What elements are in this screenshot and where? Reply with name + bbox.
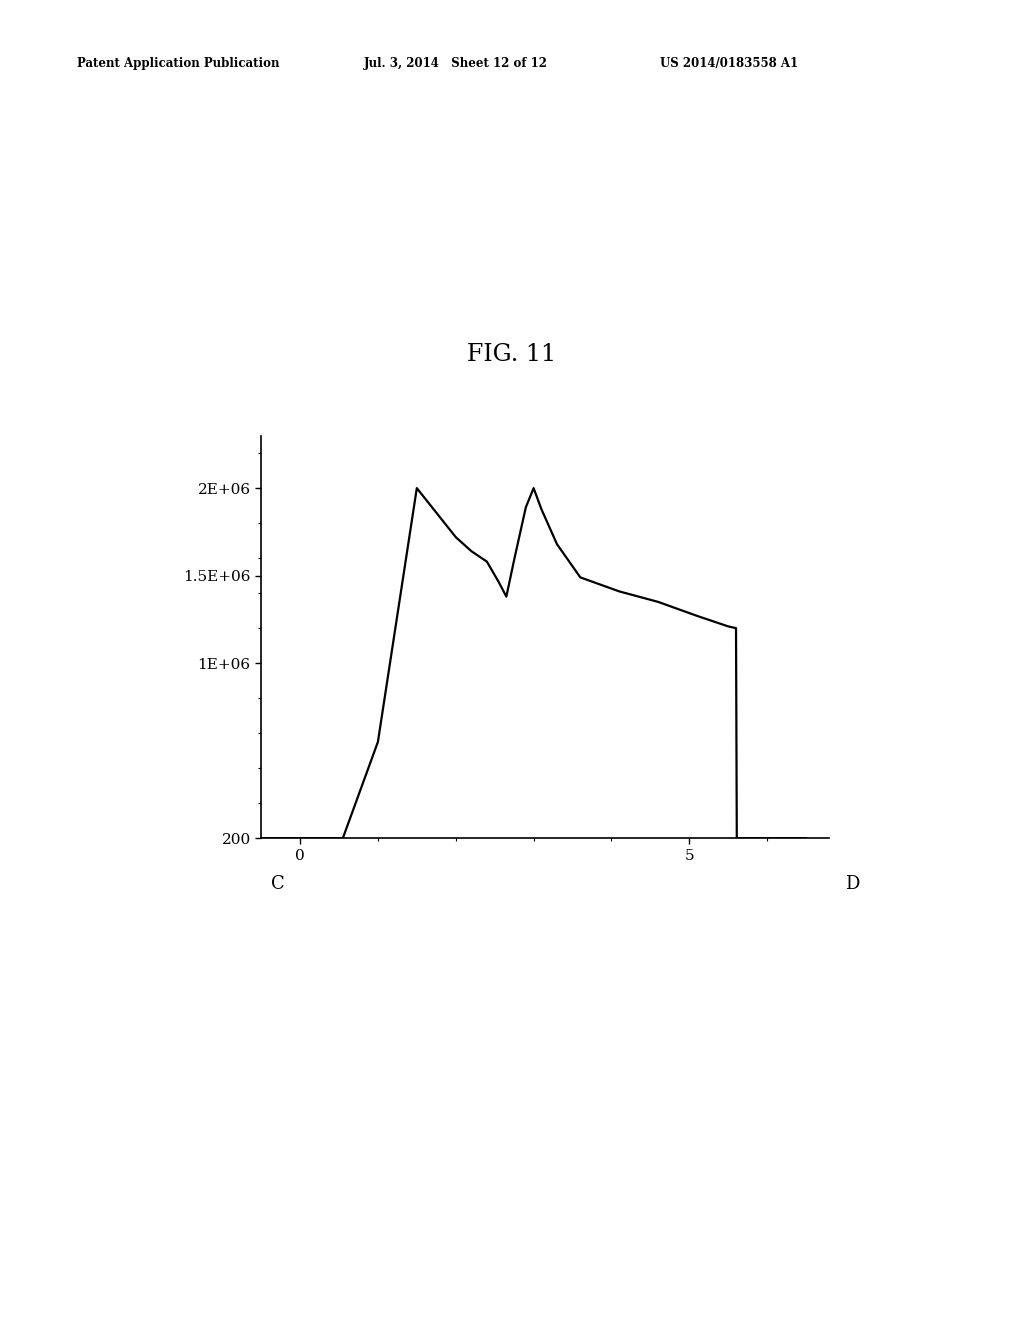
Text: C: C [270, 875, 285, 894]
Text: Patent Application Publication: Patent Application Publication [77, 57, 280, 70]
Text: D: D [845, 875, 859, 894]
Text: FIG. 11: FIG. 11 [467, 343, 557, 366]
Text: US 2014/0183558 A1: US 2014/0183558 A1 [660, 57, 799, 70]
Text: Jul. 3, 2014   Sheet 12 of 12: Jul. 3, 2014 Sheet 12 of 12 [364, 57, 548, 70]
